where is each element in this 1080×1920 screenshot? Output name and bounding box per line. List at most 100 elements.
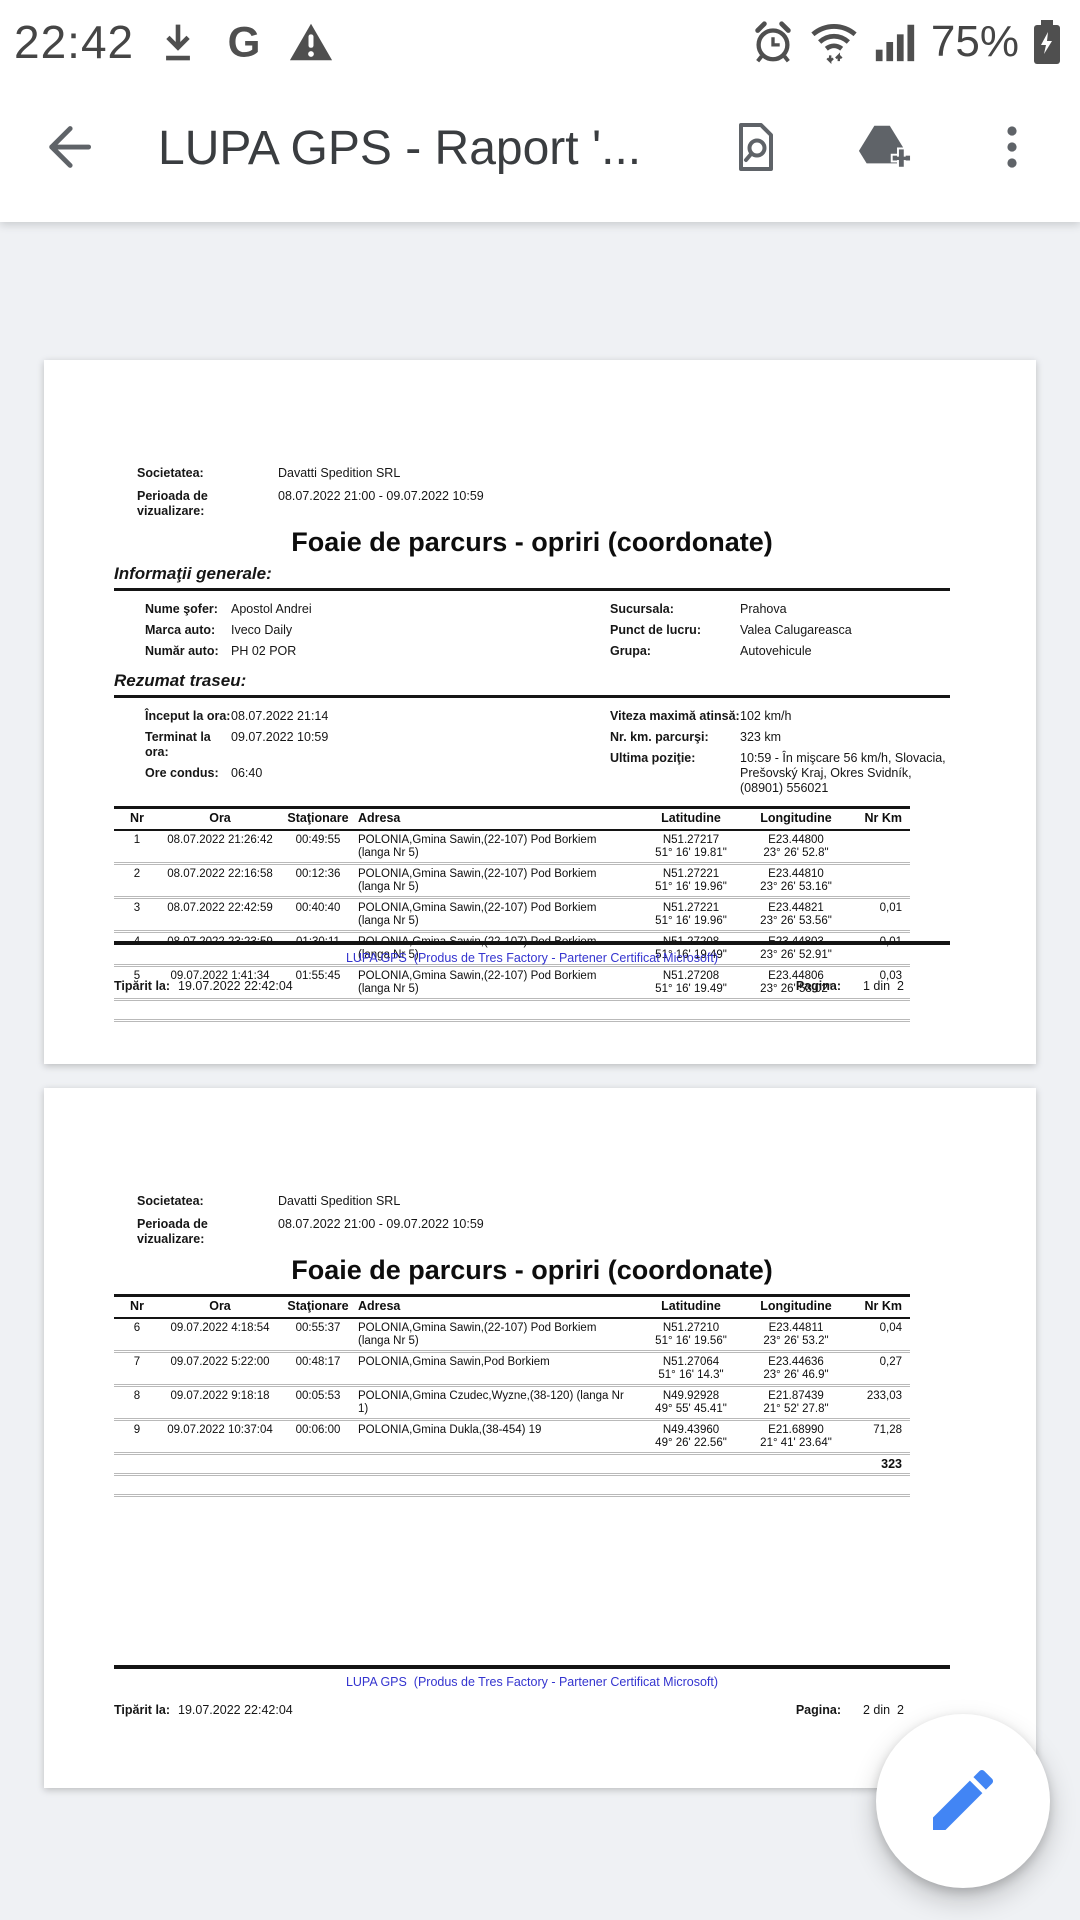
cell-latitudine: N51.27208 51° 16' 19.49" (626, 931, 756, 967)
pdf-page-2: Societatea: Davatti Spedition SRL Perioa… (44, 1088, 1036, 1788)
cell-latitudine: N51.27221 51° 16' 19.96" (626, 897, 756, 933)
info-value: Apostol Andrei (231, 602, 312, 616)
info-label: Ultima poziţie: (610, 751, 696, 765)
info-row: Ore condus: 06:40 (145, 766, 610, 781)
route-summary-right: Viteza maximă atinsă: 102 km/h Nr. km. p… (610, 709, 950, 802)
info-value: Iveco Daily (231, 623, 293, 637)
section-rule (114, 695, 950, 698)
footer-rule (114, 941, 950, 945)
cell-nr: 8 (114, 1385, 160, 1421)
col-nr: Nr (114, 1294, 160, 1319)
info-value: Valea Calugareasca (740, 623, 852, 637)
drive-add-icon (857, 121, 912, 176)
cell-stationare: 01:30:11 (280, 931, 356, 967)
table-row: 7 09.07.2022 5:22:00 00:48:17 POLONIA,Gm… (114, 1351, 910, 1387)
meta-company: Societatea: Davatti Spedition SRL (114, 466, 950, 481)
col-nr: Nr (114, 806, 160, 831)
table-row: 2 08.07.2022 22:16:58 00:12:36 POLONIA,G… (114, 863, 910, 899)
report-title: Foaie de parcurs - opriri (coordonate) (291, 527, 773, 557)
company-label: Societatea: (137, 1194, 204, 1208)
col-nrkm: Nr Km (836, 806, 910, 831)
table-row: 5 09.07.2022 1:41:34 01:55:45 POLONIA,Gm… (114, 965, 910, 1001)
info-label: Grupa: (610, 644, 651, 658)
cell-longitudine: E23.44800 23° 26' 52.8" (756, 830, 836, 865)
company-label: Societatea: (137, 466, 204, 480)
cell-adresa: POLONIA,Gmina Sawin,(22-107) Pod Borkiem… (356, 897, 626, 933)
footer-brand-link: LUPA GPS (Produs de Tres Factory - Parte… (345, 951, 719, 965)
info-row: Punct de lucru: Valea Calugareasca (610, 623, 950, 638)
info-value: 06:40 (231, 766, 263, 780)
meta-period: Perioada de vizualizare: 08.07.2022 21:0… (114, 489, 950, 519)
status-bar: 22:42 G (0, 0, 1080, 74)
svg-text:G: G (228, 19, 261, 65)
cell-longitudine: E23.44806 23° 26' 53.02" (756, 965, 836, 1001)
general-info-section: Informaţii generale: Nume şofer: Apostol… (114, 564, 950, 665)
table-row: 6 09.07.2022 4:18:54 00:55:37 POLONIA,Gm… (114, 1318, 910, 1353)
back-button[interactable] (40, 120, 96, 176)
status-bar-right: 75% (750, 17, 1062, 67)
table-header-row: Nr Ora Staţionare Adresa Latitudine Long… (114, 1294, 910, 1319)
cell-adresa: POLONIA,Gmina Czudec,Wyzne,(38-120) (lan… (356, 1385, 626, 1421)
cell-longitudine: E23.44821 23° 26' 53.56" (756, 897, 836, 933)
pdf-viewer[interactable]: Societatea: Davatti Spedition SRL Perioa… (0, 222, 1080, 1920)
cell-nr: 3 (114, 897, 160, 933)
route-summary-left: Început la ora: 08.07.2022 21:14 Termina… (114, 709, 610, 802)
col-longitudine: Longitudine (756, 1294, 836, 1319)
document-title: LUPA GPS - Raport '... (158, 121, 642, 175)
cell-longitudine: E23.44803 23° 26' 52.91" (756, 931, 836, 967)
cell-stationare: 00:05:53 (280, 1385, 356, 1421)
info-row: Început la ora: 08.07.2022 21:14 (145, 709, 610, 724)
page-number: Pagina: 2 din 2 (795, 1703, 904, 1717)
info-label: Număr auto: (145, 644, 219, 658)
total-km: 323 (836, 1453, 910, 1476)
page-footer: LUPA GPS (Produs de Tres Factory - Parte… (114, 1665, 950, 1718)
meta-company: Societatea: Davatti Spedition SRL (114, 1194, 950, 1209)
cell-ora: 08.07.2022 21:26:42 (160, 830, 280, 865)
cell-nrkm: 71,28 (836, 1419, 910, 1455)
cell-adresa: POLONIA,Gmina Sawin,Pod Borkiem (356, 1351, 626, 1387)
table-row: 8 09.07.2022 9:18:18 00:05:53 POLONIA,Gm… (114, 1385, 910, 1421)
info-value: 102 km/h (740, 709, 792, 723)
overflow-menu-button[interactable] (984, 120, 1040, 176)
doc-meta: Societatea: Davatti Spedition SRL Perioa… (114, 360, 950, 519)
info-label: Nr. km. parcurşi: (610, 730, 709, 744)
cell-nrkm (836, 863, 910, 899)
app-bar: LUPA GPS - Raport '... (0, 74, 1080, 222)
page-footer: LUPA GPS (Produs de Tres Factory - Parte… (114, 941, 950, 994)
stops-table-page1: Nr Ora Staţionare Adresa Latitudine Long… (114, 806, 910, 1022)
cell-ora: 08.07.2022 22:16:58 (160, 863, 280, 899)
find-in-document-button[interactable] (728, 120, 784, 176)
meta-period: Perioada de vizualizare: 08.07.2022 21:0… (114, 1217, 950, 1247)
cell-nrkm: 0,03 (836, 965, 910, 1001)
add-to-drive-button[interactable] (856, 120, 912, 176)
top-bar: 22:42 G (0, 0, 1080, 222)
general-info-left: Nume şofer: Apostol Andrei Marca auto: I… (114, 602, 610, 665)
edit-pencil-icon (923, 1760, 1003, 1843)
info-label: Viteza maximă atinsă: (610, 709, 740, 723)
col-adresa: Adresa (356, 1294, 626, 1319)
cell-nr: 2 (114, 863, 160, 899)
cell-nrkm (836, 830, 910, 865)
cell-nrkm: 0,27 (836, 1351, 910, 1387)
info-value: 08.07.2022 21:14 (231, 709, 329, 723)
cell-ora: 09.07.2022 1:41:34 (160, 965, 280, 1001)
app-bar-actions (728, 120, 1040, 176)
cell-longitudine: E21.87439 21° 52' 27.8" (756, 1385, 836, 1421)
col-nrkm: Nr Km (836, 1294, 910, 1319)
info-label: Ore condus: (145, 766, 219, 780)
download-icon (156, 19, 200, 65)
info-label: Sucursala: (610, 602, 674, 616)
cell-nr: 6 (114, 1318, 160, 1353)
general-info-right: Sucursala: Prahova Punct de lucru: Valea… (610, 602, 950, 665)
cell-longitudine: E23.44636 23° 26' 46.9" (756, 1351, 836, 1387)
cell-ora: 08.07.2022 22:42:59 (160, 897, 280, 933)
edit-fab-button[interactable] (876, 1714, 1050, 1888)
battery-percent: 75% (930, 17, 1019, 66)
cell-stationare: 00:49:55 (280, 830, 356, 865)
cell-ora: 09.07.2022 10:37:04 (160, 1419, 280, 1455)
footer-brand-link: LUPA GPS (Produs de Tres Factory - Parte… (345, 1675, 719, 1689)
col-latitudine: Latitudine (626, 1294, 756, 1319)
cell-stationare: 00:06:00 (280, 1419, 356, 1455)
info-row: Sucursala: Prahova (610, 602, 950, 617)
stops-rows-page1: 1 08.07.2022 21:26:42 00:49:55 POLONIA,G… (114, 830, 910, 1001)
